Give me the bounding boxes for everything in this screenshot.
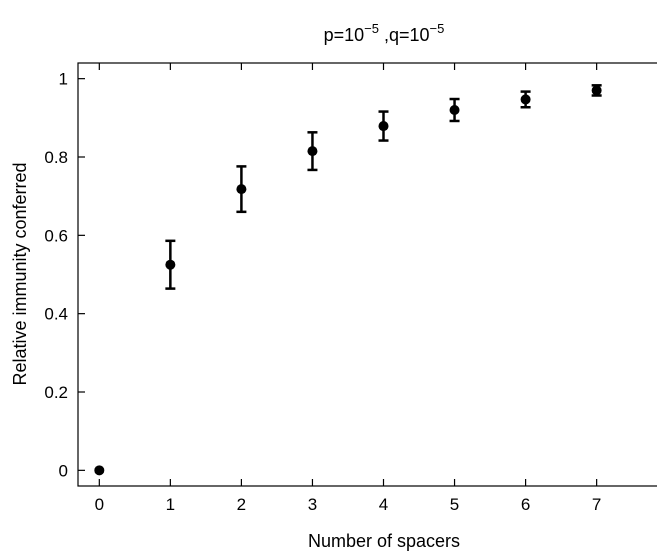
data-series	[94, 84, 602, 476]
chart-title: p=10−5 ,q=10−5	[324, 21, 445, 45]
data-point	[165, 259, 176, 270]
y-axis-ticks: 0 0.2 0.4 0.6 0.8 1	[44, 70, 85, 480]
y-tick-label: 0.2	[44, 383, 68, 402]
title-q-base: ,q=10	[379, 25, 430, 45]
x-tick-label: 0	[95, 495, 104, 514]
title-q-exponent: −5	[430, 21, 445, 36]
data-point	[449, 105, 460, 115]
x-axis-ticks: 012345678	[95, 63, 601, 514]
data-point	[591, 85, 602, 96]
data-point	[236, 184, 247, 195]
data-point	[94, 465, 105, 476]
title-p-exponent: −5	[364, 21, 379, 36]
y-axis-label: Relative immunity conferred	[10, 162, 30, 385]
title-p-base: p=10	[324, 25, 365, 45]
x-tick-label: 3	[308, 495, 317, 514]
data-point	[520, 94, 531, 105]
y-tick-label: 0.8	[44, 148, 68, 167]
x-axis-label: Number of spacers	[308, 531, 460, 551]
y-tick-label: 0	[59, 461, 68, 480]
x-tick-label: 7	[592, 495, 601, 514]
x-tick-label: 5	[450, 495, 459, 514]
y-tick-label: 0.4	[44, 305, 68, 324]
plot-area-frame	[77, 62, 657, 487]
x-tick-label: 1	[166, 495, 175, 514]
y-tick-label: 1	[59, 70, 68, 89]
data-point	[378, 121, 389, 132]
y-tick-label: 0.6	[44, 226, 68, 245]
x-tick-label: 4	[379, 495, 388, 514]
x-tick-label: 2	[237, 495, 246, 514]
data-point	[307, 146, 318, 157]
x-tick-label: 6	[521, 495, 530, 514]
